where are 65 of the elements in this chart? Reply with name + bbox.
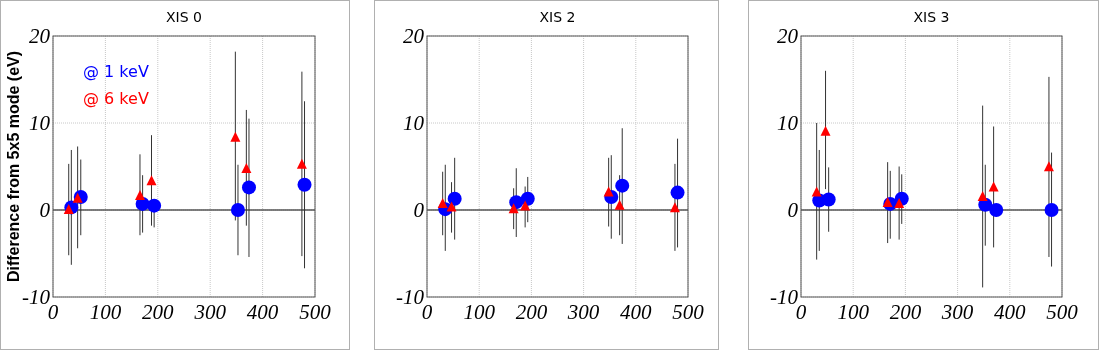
y-tick-label: -10 [396, 285, 425, 309]
y-tick-label: 20 [403, 24, 425, 48]
point [447, 191, 462, 206]
x-tick-label: 500 [672, 300, 705, 324]
point [437, 197, 448, 208]
point [296, 158, 307, 169]
y-tick-label: 20 [777, 24, 799, 48]
x-tick-label: 200 [142, 300, 175, 324]
point [811, 186, 822, 197]
point [241, 180, 256, 195]
y-tick-label: 0 [787, 198, 799, 222]
y-tick-label: 10 [777, 111, 799, 135]
point [615, 178, 630, 193]
y-tick-label: 0 [413, 198, 425, 222]
x-tick-label: 400 [246, 300, 279, 324]
y-tick-label: 10 [403, 111, 425, 135]
point [670, 185, 685, 200]
y-tick-label: 10 [29, 111, 51, 135]
x-tick-label: 200 [515, 300, 548, 324]
point [241, 163, 252, 174]
point [669, 202, 680, 213]
point [603, 186, 614, 197]
point [230, 203, 245, 217]
point [977, 190, 988, 201]
chart-title: XIS 2 [539, 9, 576, 25]
x-tick-label: 400 [620, 300, 653, 324]
x-tick-label: 100 [463, 300, 496, 324]
text: @ 6 keV [83, 89, 149, 108]
x-tick-label: 500 [1046, 300, 1079, 324]
point [72, 192, 83, 203]
chart-title: XIS 3 [913, 9, 950, 25]
point [894, 197, 905, 208]
point [1043, 161, 1054, 172]
point [134, 190, 145, 201]
x-tick-label: 100 [837, 300, 870, 324]
y-tick-label: 20 [29, 24, 51, 48]
text: @ 1 keV [83, 62, 149, 81]
point [520, 191, 535, 206]
x-tick-label: 300 [566, 300, 600, 324]
point [988, 181, 999, 192]
point [508, 203, 519, 214]
point [1044, 203, 1059, 217]
point [820, 125, 831, 136]
y-axis-title: Difference from 5x5 mode (eV) [5, 50, 22, 283]
x-tick-label: 400 [994, 300, 1027, 324]
y-tick-label: -10 [22, 285, 51, 309]
point [821, 192, 836, 207]
point [147, 198, 162, 213]
point [989, 203, 1004, 217]
point [146, 175, 157, 186]
x-tick-label: 100 [89, 300, 122, 324]
chart-title: XIS 0 [166, 9, 202, 25]
point [230, 131, 241, 142]
x-tick-label: 300 [193, 300, 227, 324]
point [614, 199, 625, 210]
x-tick-label: 500 [299, 300, 332, 324]
point [520, 200, 531, 211]
point [446, 201, 457, 212]
x-tick-label: 200 [889, 300, 922, 324]
y-tick-label: 0 [39, 198, 51, 222]
x-tick-label: 300 [940, 300, 974, 324]
point [297, 177, 312, 192]
point [63, 204, 74, 214]
point [882, 197, 893, 208]
y-tick-label: -10 [770, 285, 799, 309]
